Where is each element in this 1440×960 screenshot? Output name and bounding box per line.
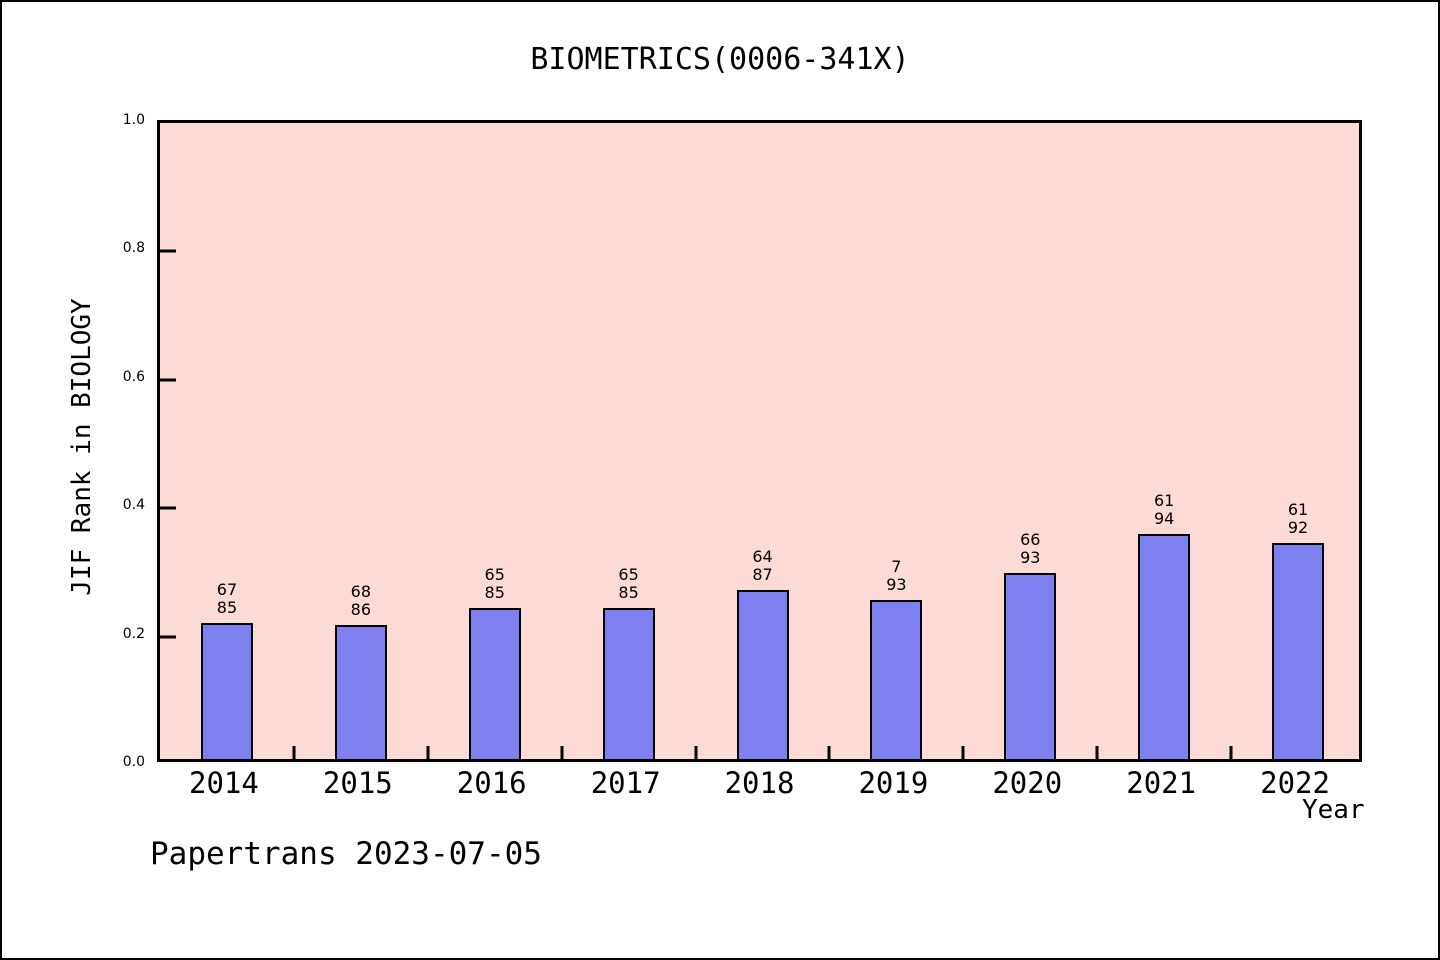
x-tick-label-2022: 2022 xyxy=(1260,766,1330,800)
y-axis-tick xyxy=(160,506,176,510)
x-axis-tick xyxy=(560,746,564,759)
bar-value-label-2019: 7 93 xyxy=(886,557,907,595)
y-tick-label-0.6: 0.6 xyxy=(122,368,145,385)
bar-2021 xyxy=(1138,533,1191,759)
bar-value-label-2016: 65 85 xyxy=(484,565,505,603)
bar-value-label-2014: 67 85 xyxy=(216,579,238,617)
x-axis-title: Year xyxy=(1302,795,1365,825)
bar-2022 xyxy=(1272,542,1325,759)
bar-2016 xyxy=(468,608,521,759)
y-tick-label-0.0: 0.0 xyxy=(122,754,145,770)
y-axis-tick xyxy=(160,378,176,382)
y-axis-tick xyxy=(160,635,176,639)
y-tick-label-0.4: 0.4 xyxy=(122,497,145,514)
bar-2017 xyxy=(602,608,655,759)
x-axis-tick xyxy=(694,746,698,759)
chart-title: BIOMETRICS(0006-341X) xyxy=(530,42,910,77)
x-axis-tick xyxy=(1229,746,1233,759)
bar-2018 xyxy=(736,589,789,759)
y-tick-label-0.8: 0.8 xyxy=(122,240,145,257)
bar-2020 xyxy=(1004,572,1057,759)
bar-value-label-2017: 65 85 xyxy=(618,565,639,603)
x-tick-label-2015: 2015 xyxy=(322,766,393,800)
bar-value-label-2015: 68 86 xyxy=(350,581,372,619)
x-tick-label-2018: 2018 xyxy=(724,766,795,800)
bar-value-label-2022: 61 92 xyxy=(1287,499,1309,537)
x-tick-label-2017: 2017 xyxy=(590,766,661,800)
x-tick-label-2016: 2016 xyxy=(456,766,527,800)
bar-value-label-2020: 66 93 xyxy=(1020,529,1041,567)
x-tick-label-2014: 2014 xyxy=(189,766,259,800)
x-axis-tick xyxy=(827,746,831,759)
x-tick-label-2019: 2019 xyxy=(858,766,929,800)
plot-area: 67 85 68 86 65 85 65 85 64 87 7 93 66 93 61 94 6… xyxy=(157,120,1362,762)
x-tick-label-2020: 2020 xyxy=(992,766,1063,800)
x-axis-tick xyxy=(292,746,296,759)
bar-2015 xyxy=(334,624,387,759)
y-tick-label-1.0: 1.0 xyxy=(122,112,145,128)
bar-2014 xyxy=(200,622,253,759)
y-tick-label-0.2: 0.2 xyxy=(122,625,145,642)
bar-2019 xyxy=(870,600,923,759)
x-axis-tick xyxy=(1095,746,1099,759)
bar-value-label-2021: 61 94 xyxy=(1153,490,1175,528)
x-tick-label-2021: 2021 xyxy=(1126,766,1197,800)
bar-value-label-2018: 64 87 xyxy=(752,546,773,584)
x-axis-tick xyxy=(426,746,430,759)
footer-note: Papertrans 2023-07-05 xyxy=(150,836,542,872)
x-axis-tick xyxy=(961,746,965,759)
y-axis-tick xyxy=(160,249,176,253)
y-axis-title: JIF Rank in BIOLOGY xyxy=(67,298,97,596)
